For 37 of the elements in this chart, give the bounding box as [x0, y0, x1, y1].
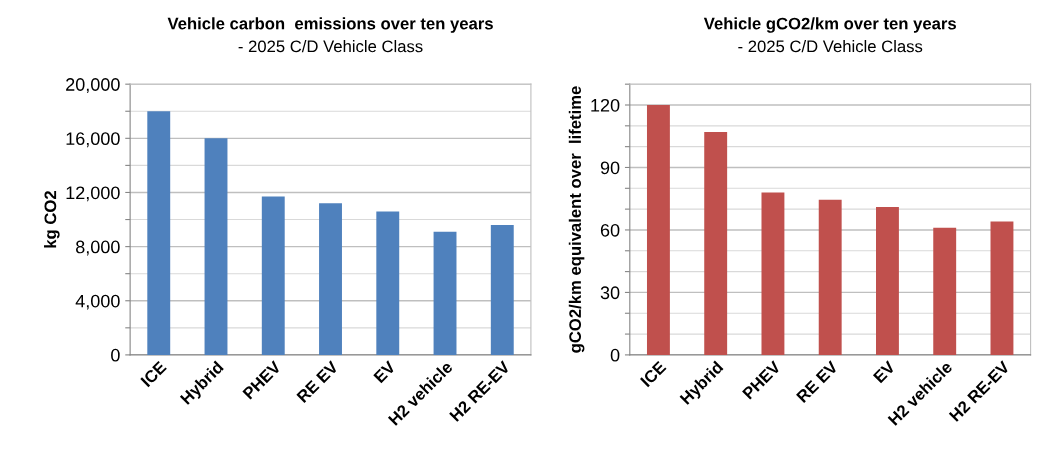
y-axis-title: gCO2/km equivalent over lifetime	[568, 86, 585, 353]
bar	[933, 227, 957, 355]
y-tick-label: 8,000	[76, 240, 120, 256]
y-tick-label: 0	[610, 348, 620, 362]
bar	[376, 211, 400, 355]
bar	[704, 132, 728, 355]
x-tick-label: ICE	[639, 360, 667, 388]
chart-subtitle: - 2025 C/D Vehicle Class	[238, 40, 423, 53]
y-axis-title: kg CO2	[44, 191, 60, 248]
bar	[490, 224, 514, 355]
bar	[204, 138, 228, 355]
x-tick-label: RE EV	[296, 360, 339, 403]
bar	[433, 231, 457, 355]
bar	[646, 105, 670, 355]
bar	[761, 192, 785, 355]
x-tick-label: EV	[872, 360, 896, 384]
y-tick-label: 30	[600, 286, 620, 300]
chart-title: Vehicle carbon emissions over ten years	[167, 17, 493, 33]
x-tick-label: EV	[373, 360, 397, 384]
y-tick-label: 20,000	[66, 78, 120, 94]
y-tick-label: 90	[600, 161, 620, 175]
y-tick-label: 12,000	[66, 186, 120, 202]
y-tick-label: 16,000	[66, 132, 120, 148]
y-tick-label: 60	[600, 223, 620, 237]
y-tick-label: 4,000	[75, 294, 120, 310]
bar	[818, 199, 842, 355]
chart-subtitle: - 2025 C/D Vehicle Class	[738, 40, 923, 53]
bar	[876, 207, 899, 355]
x-tick-label: ICE	[140, 360, 167, 388]
bar	[261, 196, 285, 355]
bar	[147, 111, 171, 355]
x-tick-label: RE EV	[796, 360, 839, 403]
y-tick-label: 0	[111, 348, 120, 362]
bar	[990, 221, 1014, 355]
y-tick-label: 120	[591, 98, 620, 112]
chart-title: Vehicle gCO2/km over ten years	[703, 17, 956, 33]
bar	[319, 203, 342, 355]
